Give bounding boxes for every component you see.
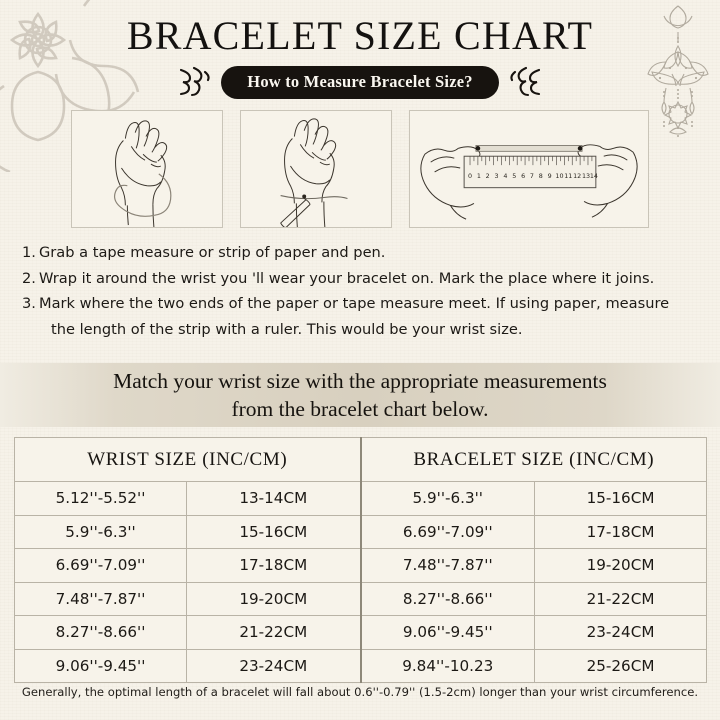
match-size-banner-background <box>0 363 720 427</box>
svg-text:5: 5 <box>512 172 516 180</box>
banner-line-1: Match your wrist size with the appropria… <box>113 369 607 393</box>
svg-text:3: 3 <box>495 172 499 180</box>
step-text: Grab a tape measure or strip of paper an… <box>39 244 386 261</box>
swirl-flourish-icon <box>180 66 210 97</box>
table-row: 6.69''-7.09'' 17-18CM 7.48''-7.87'' 19-2… <box>14 548 708 583</box>
svg-text:0: 0 <box>468 172 472 180</box>
step-number: 2. <box>22 269 36 287</box>
svg-text:8: 8 <box>539 172 543 180</box>
table-row: 7.48''-7.87'' 19-20CM 8.27''-8.66'' 21-2… <box>14 581 708 616</box>
header-wrist-size: WRIST SIZE (INC/CM) <box>14 437 361 482</box>
table-row: 9.06''-9.45'' 23-24CM 9.84''-10.23 25-26… <box>14 648 708 683</box>
size-table-wrapper: WRIST SIZE (INC/CM) BRACELET SIZE (INC/C… <box>14 437 708 683</box>
svg-text:9: 9 <box>548 172 552 180</box>
step-2: 2. Wrap it around the wrist you 'll wear… <box>22 266 708 292</box>
panel-mark-tape-with-pen <box>240 110 392 228</box>
step-number: 1. <box>22 244 36 261</box>
cell-bracelet-cm: 19-20CM <box>533 548 708 583</box>
cell-bracelet-inch: 9.84''-10.23 <box>359 648 535 683</box>
cell-wrist-cm: 13-14CM <box>186 481 361 516</box>
measurement-steps: 1. Grab a tape measure or strip of paper… <box>22 240 708 342</box>
svg-text:11: 11 <box>564 172 572 180</box>
svg-text:6: 6 <box>521 172 525 180</box>
cell-wrist-cm: 21-22CM <box>186 615 361 650</box>
cell-bracelet-inch: 6.69''-7.09'' <box>359 514 535 549</box>
cell-bracelet-cm: 17-18CM <box>533 514 708 549</box>
step-text-continued: the length of the strip with a ruler. Th… <box>51 320 523 338</box>
table-row: 5.12''-5.52'' 13-14CM 5.9''-6.3'' 15-16C… <box>14 481 708 516</box>
table-header-row: WRIST SIZE (INC/CM) BRACELET SIZE (INC/C… <box>14 437 708 482</box>
svg-text:13: 13 <box>582 172 590 180</box>
svg-text:14: 14 <box>590 172 598 180</box>
swirl-flourish-icon <box>510 66 540 97</box>
step-3: 3. Mark where the two ends of the paper … <box>22 291 708 342</box>
cell-bracelet-cm: 15-16CM <box>533 481 708 516</box>
cell-bracelet-cm: 23-24CM <box>533 615 708 650</box>
match-size-banner-text: Match your wrist size with the appropria… <box>0 367 720 423</box>
svg-text:12: 12 <box>573 172 581 180</box>
size-table: WRIST SIZE (INC/CM) BRACELET SIZE (INC/C… <box>14 437 708 683</box>
banner-line-2: from the bracelet chart below. <box>231 397 489 421</box>
svg-text:10: 10 <box>555 172 563 180</box>
cell-wrist-inch: 5.9''-6.3'' <box>14 514 187 549</box>
step-number: 3. <box>22 295 36 312</box>
cell-wrist-cm: 15-16CM <box>186 514 361 549</box>
table-row: 5.9''-6.3'' 15-16CM 6.69''-7.09'' 17-18C… <box>14 514 708 549</box>
page-title: BRACELET SIZE CHART <box>126 13 594 58</box>
cell-wrist-cm: 17-18CM <box>186 548 361 583</box>
cell-wrist-inch: 5.12''-5.52'' <box>14 481 187 516</box>
svg-text:1: 1 <box>477 172 481 180</box>
cell-wrist-inch: 9.06''-9.45'' <box>14 648 187 683</box>
cell-bracelet-inch: 5.9''-6.3'' <box>359 481 535 516</box>
svg-text:4: 4 <box>503 172 507 180</box>
step-1: 1. Grab a tape measure or strip of paper… <box>22 240 708 266</box>
header-bracelet-size: BRACELET SIZE (INC/CM) <box>359 437 708 482</box>
cell-bracelet-cm: 21-22CM <box>533 581 708 616</box>
cell-bracelet-cm: 25-26CM <box>533 648 708 683</box>
table-row: 8.27''-8.66'' 21-22CM 9.06''-9.45'' 23-2… <box>14 615 708 650</box>
cell-wrist-inch: 7.48''-7.87'' <box>14 581 187 616</box>
lotus-henna-ornament <box>647 5 709 137</box>
how-to-measure-badge: How to Measure Bracelet Size? <box>221 65 499 99</box>
cell-bracelet-inch: 8.27''-8.66'' <box>359 581 535 616</box>
svg-text:7: 7 <box>530 172 534 180</box>
panel-wrap-tape-around-wrist <box>71 110 223 228</box>
cell-wrist-inch: 6.69''-7.09'' <box>14 548 187 583</box>
cell-wrist-cm: 23-24CM <box>186 648 361 683</box>
cell-bracelet-inch: 7.48''-7.87'' <box>359 548 535 583</box>
step-text: Wrap it around the wrist you 'll wear yo… <box>39 269 655 287</box>
cell-wrist-cm: 19-20CM <box>186 581 361 616</box>
cell-wrist-inch: 8.27''-8.66'' <box>14 615 187 650</box>
cell-bracelet-inch: 9.06''-9.45'' <box>359 615 535 650</box>
footer-note: Generally, the optimal length of a brace… <box>21 685 699 699</box>
badge-row: How to Measure Bracelet Size? <box>0 64 720 100</box>
svg-text:2: 2 <box>486 172 490 180</box>
table-body: 5.12''-5.52'' 13-14CM 5.9''-6.3'' 15-16C… <box>14 481 708 683</box>
step-text: Mark where the two ends of the paper or … <box>39 295 670 312</box>
